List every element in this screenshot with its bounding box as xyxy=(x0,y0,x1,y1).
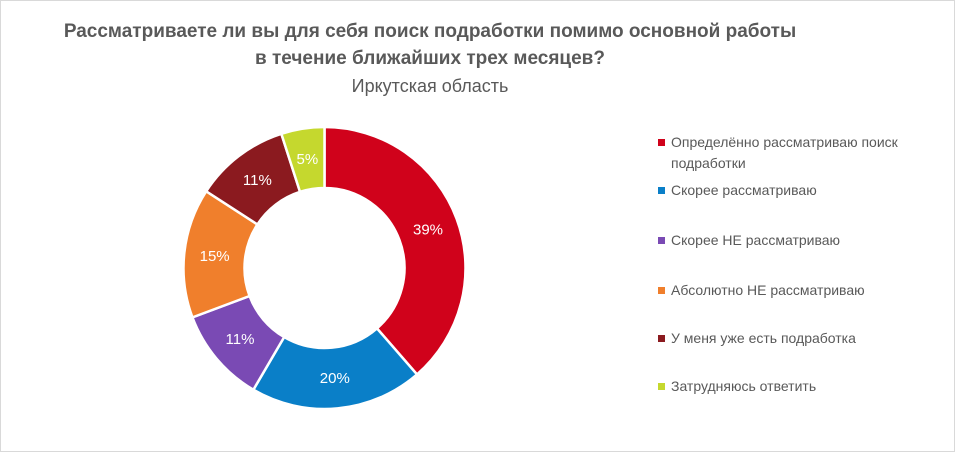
data-label-3: 15% xyxy=(200,248,230,265)
data-label-0: 39% xyxy=(413,221,443,238)
legend-swatch xyxy=(658,187,665,194)
data-label-4: 11% xyxy=(243,172,272,189)
data-label-5: 5% xyxy=(297,151,319,168)
chart-subtitle: Иркутская область xyxy=(351,76,509,96)
chart-title: Рассматриваете ли вы для себя поиск подр… xyxy=(63,21,797,69)
legend-label: Скорее рассматриваю xyxy=(671,182,817,198)
legend-swatch xyxy=(658,139,665,146)
legend-swatch xyxy=(658,335,665,342)
legend-label: У меня уже есть подработка xyxy=(671,330,856,346)
legend-label: Определённо рассматриваю поиск подработк… xyxy=(671,134,898,171)
legend-label: Абсолютно НЕ рассматриваю xyxy=(671,282,865,298)
legend-label: Скорее НЕ рассматриваю xyxy=(671,232,841,248)
legend-item-1: Скорее рассматриваю xyxy=(658,180,817,201)
legend-item-4: У меня уже есть подработка xyxy=(658,328,856,349)
legend-item-0: Определённо рассматриваю поиск подработк… xyxy=(658,132,911,174)
donut-slice-5 xyxy=(279,125,326,194)
legend-item-5: Затрудняюсь ответить xyxy=(658,376,816,397)
legend-label: Затрудняюсь ответить xyxy=(671,378,817,394)
legend-item-2: Скорее НЕ рассматриваю xyxy=(658,230,840,251)
data-label-2: 11% xyxy=(226,331,255,348)
legend-item-3: Абсолютно НЕ рассматриваю xyxy=(658,280,865,301)
legend-swatch xyxy=(658,287,665,294)
legend-swatch xyxy=(658,237,665,244)
legend-swatch xyxy=(658,383,665,390)
donut-slice-0 xyxy=(323,125,467,377)
data-label-1: 20% xyxy=(320,370,350,387)
